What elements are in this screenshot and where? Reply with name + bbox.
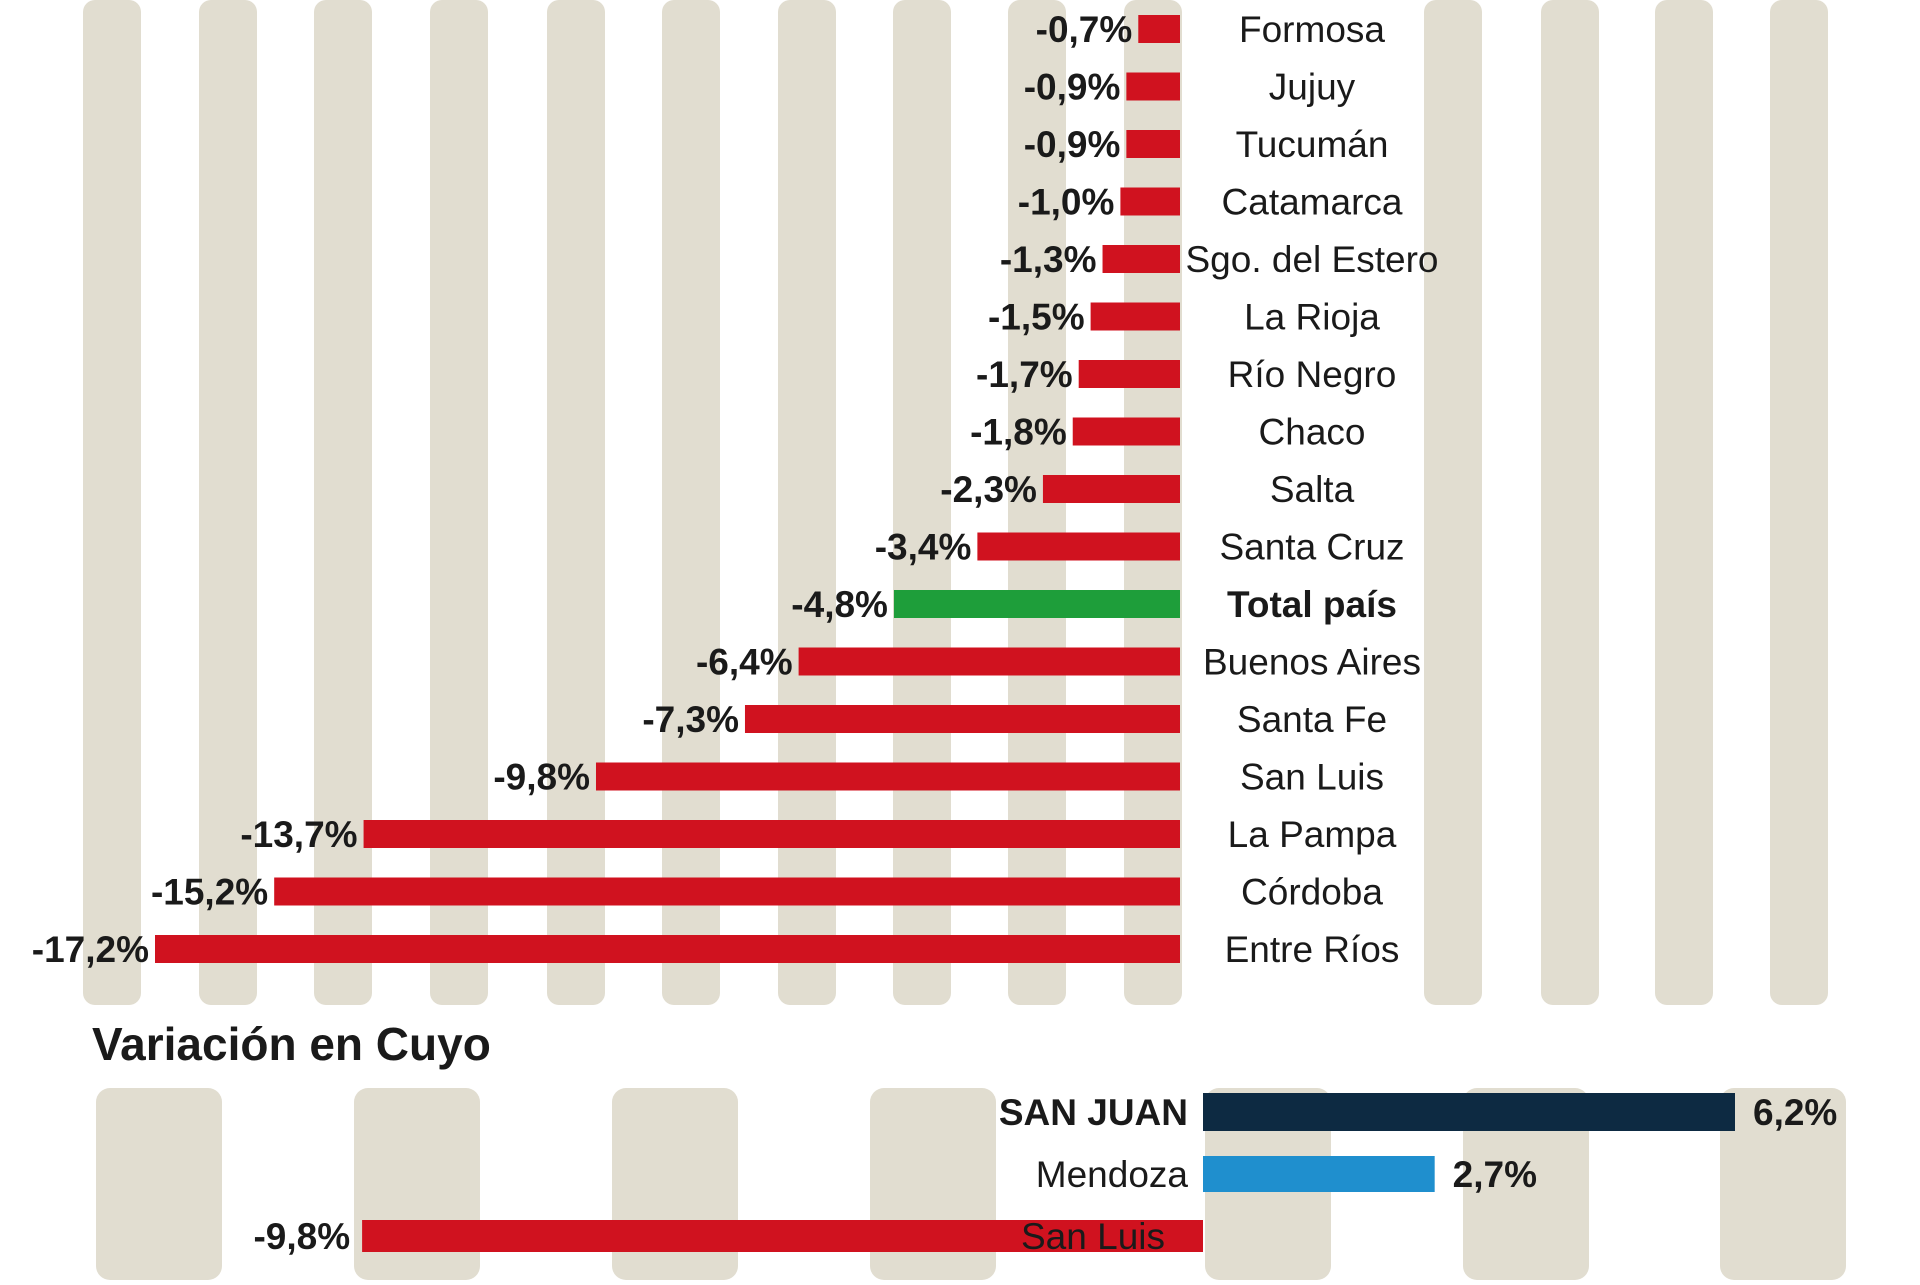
category-label-formosa: Formosa: [1239, 9, 1385, 50]
category-label-tucuman: Tucumán: [1236, 124, 1389, 165]
cuyo-title: Variación en Cuyo: [92, 1018, 491, 1070]
bar-salta: [1042, 475, 1180, 503]
value-label-rio-negro: -1,7%: [976, 354, 1073, 395]
category-label-chaco: Chaco: [1259, 412, 1366, 453]
background-stripes: [83, 0, 1828, 1005]
bar-sgo-del-estero: [1102, 245, 1180, 273]
bar-santa-fe: [744, 705, 1180, 733]
cuyo-value-label-san-luis: -9,8%: [253, 1216, 350, 1257]
cuyo-category-label-mendoza: Mendoza: [1036, 1154, 1189, 1195]
cuyo-background-stripe: [1463, 1088, 1589, 1280]
value-label-jujuy: -0,9%: [1024, 67, 1121, 108]
bar-tucuman: [1126, 130, 1180, 158]
cuyo-background-stripe: [96, 1088, 222, 1280]
main-chart: -0,7% Formosa -0,9% Jujuy -0,9% Tucumán -1,0% C…: [32, 9, 1439, 970]
bar-la-rioja: [1090, 302, 1180, 331]
value-label-la-rioja: -1,5%: [988, 297, 1085, 338]
cuyo-bar-mendoza: [1203, 1156, 1435, 1192]
cuyo-value-label-mendoza: 2,7%: [1453, 1154, 1537, 1195]
category-label-sgo-del-estero: Sgo. del Estero: [1186, 239, 1439, 280]
category-label-santa-cruz: Santa Cruz: [1219, 527, 1404, 568]
category-label-total-pais: Total país: [1227, 584, 1397, 625]
bar-jujuy: [1126, 72, 1180, 101]
category-label-la-pampa: La Pampa: [1228, 814, 1397, 855]
bar-chaco: [1072, 417, 1180, 446]
bar-santa-cruz: [977, 532, 1180, 561]
value-label-entre-rios: -17,2%: [32, 929, 149, 970]
category-label-cordoba: Córdoba: [1241, 872, 1383, 913]
bar-formosa: [1138, 15, 1180, 43]
value-label-santa-cruz: -3,4%: [875, 527, 972, 568]
category-label-entre-rios: Entre Ríos: [1225, 929, 1400, 970]
background-stripe: [430, 0, 488, 1005]
bar-la-pampa: [363, 820, 1181, 848]
value-label-salta: -2,3%: [940, 469, 1037, 510]
value-label-la-pampa: -13,7%: [240, 814, 357, 855]
value-label-tucuman: -0,9%: [1024, 124, 1121, 165]
cuyo-category-label-san-luis: San Luis: [1021, 1216, 1165, 1257]
value-label-buenos-aires: -6,4%: [696, 642, 793, 683]
bar-catamarca: [1120, 187, 1180, 216]
background-stripe: [314, 0, 372, 1005]
category-label-la-rioja: La Rioja: [1244, 297, 1380, 338]
background-stripe: [547, 0, 605, 1005]
value-label-san-luis: -9,8%: [493, 757, 590, 798]
category-label-catamarca: Catamarca: [1222, 182, 1403, 223]
background-stripe: [893, 0, 951, 1005]
cuyo-value-label-san-juan: 6,2%: [1753, 1092, 1837, 1133]
background-stripe: [1424, 0, 1482, 1005]
background-stripe: [1008, 0, 1066, 1005]
value-label-cordoba: -15,2%: [151, 872, 268, 913]
background-stripe: [1541, 0, 1599, 1005]
category-label-santa-fe: Santa Fe: [1237, 699, 1387, 740]
background-stripe: [1655, 0, 1713, 1005]
value-label-chaco: -1,8%: [970, 412, 1067, 453]
bar-rio-negro: [1078, 360, 1180, 388]
value-label-catamarca: -1,0%: [1018, 182, 1115, 223]
background-stripe: [199, 0, 257, 1005]
bar-total-pais: [893, 590, 1180, 618]
category-label-jujuy: Jujuy: [1269, 67, 1356, 108]
background-stripe: [662, 0, 720, 1005]
value-label-sgo-del-estero: -1,3%: [1000, 239, 1097, 280]
background-stripe: [83, 0, 141, 1005]
cuyo-category-label-san-juan: SAN JUAN: [999, 1092, 1188, 1133]
cuyo-chart: 6,2% SAN JUAN 2,7% Mendoza -9,8% San Luis: [253, 1092, 1837, 1257]
value-label-santa-fe: -7,3%: [642, 699, 739, 740]
cuyo-bar-san-juan: [1203, 1093, 1735, 1131]
value-label-formosa: -0,7%: [1036, 9, 1133, 50]
cuyo-bar-san-luis: [362, 1220, 1203, 1252]
background-stripe: [1770, 0, 1828, 1005]
category-label-buenos-aires: Buenos Aires: [1203, 642, 1421, 683]
bar-buenos-aires: [798, 647, 1180, 676]
bar-san-luis: [595, 762, 1180, 791]
value-label-total-pais: -4,8%: [791, 584, 888, 625]
category-label-rio-negro: Río Negro: [1228, 354, 1397, 395]
bar-entre-rios: [155, 935, 1180, 963]
background-stripe: [778, 0, 836, 1005]
category-label-san-luis: San Luis: [1240, 757, 1384, 798]
bar-cordoba: [274, 877, 1180, 906]
cuyo-background-stripe: [1720, 1088, 1846, 1280]
category-label-salta: Salta: [1270, 469, 1355, 510]
cuyo-background-stripes: [96, 1088, 1846, 1280]
